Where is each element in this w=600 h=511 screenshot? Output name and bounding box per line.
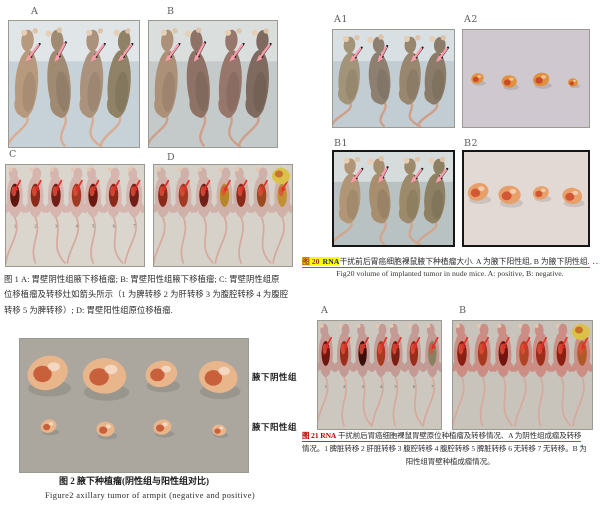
- fig21-caption-line-2: 情况。1 脾脏转移 2 肝脏转移 3 腹腔转移 4 腹腔转移 5 脾脏转移 6 …: [302, 444, 587, 454]
- fig21-caption-line-1-text: 干扰前后胃癌细胞裸鼠胃壁原位种植瘤及转移情况、A 为阴性组成瘤及转移: [336, 431, 582, 442]
- fig2-tumor-photo: [19, 338, 249, 473]
- svg-text:2: 2: [343, 384, 345, 389]
- fig21-caption-line-1: 图 21 RNA 干扰前后胃癌细胞裸鼠胃壁原位种植瘤及转移情况、A 为阴性组成瘤…: [302, 429, 598, 442]
- fig20-panel-a1-label: A1: [334, 14, 348, 25]
- fig2-row-label-positive: 腋下阳性组: [252, 422, 298, 432]
- fig1-panel-a-label: A: [31, 6, 39, 17]
- fig20-caption-number: 图 20: [302, 257, 320, 266]
- fig21-panel-b-photo: [452, 320, 593, 430]
- svg-text:3: 3: [55, 224, 58, 229]
- fig20-panel-a1-photo: [332, 29, 455, 128]
- fig1-panel-c-label: C: [9, 149, 17, 160]
- fig21-panel-b-label: B: [459, 305, 467, 316]
- fig21-caption-line-3: 阳性组胃壁种植成瘤情况。: [405, 457, 495, 467]
- fig2-caption-cn: 图 2 腋下种植瘤(阴性组与阳性组对比): [59, 476, 209, 486]
- fig20-caption-en: Fig20 volume of implanted tumor in nude …: [336, 269, 564, 278]
- svg-text:4: 4: [380, 384, 383, 389]
- svg-text:1: 1: [14, 224, 16, 229]
- fig20-panel-b2-label: B2: [464, 138, 479, 149]
- svg-text:4: 4: [76, 224, 79, 229]
- fig20-panel-a2-label: A2: [464, 14, 478, 25]
- fig1-panel-c-photo: 1 2 3 4 5 6 7: [5, 164, 145, 267]
- fig20-panel-b2-photo: [462, 150, 590, 247]
- fig2-caption-en: Figure2 axillary tumor of armpit (negati…: [44, 491, 256, 500]
- fig21-caption: 图 21 RNA 干扰前后胃癌细胞裸鼠胃壁原位种植瘤及转移情况、A 为阴性组成瘤…: [302, 429, 598, 469]
- fig1-caption-line-2: 位移植瘤及转移灶如箭头所示（1 为脾转移 2 为肝转移 3 为腹腔转移 4 为腹…: [4, 290, 289, 300]
- svg-text:1: 1: [325, 384, 327, 389]
- fig20-caption-underlined: 图 20 RNA干扰前后胃癌细胞裸鼠腋下种植瘤大小. A 为腋下阳性组, B 为腋…: [302, 257, 590, 268]
- svg-text:6: 6: [413, 384, 416, 389]
- fig1-caption: 图 1 A: 胃壁阴性组腋下移植瘤; B: 胃壁阳性组腋下移植瘤; C: 胃壁阴…: [4, 272, 298, 318]
- fig21-panel-a-label: A: [321, 305, 329, 316]
- fig1-panel-a-photo: [8, 20, 140, 148]
- fig1-panel-d-photo: [153, 164, 293, 267]
- svg-text:3: 3: [362, 384, 365, 389]
- fig1-panel-b-photo: [148, 20, 278, 148]
- svg-text:5: 5: [394, 384, 397, 389]
- svg-text:7: 7: [431, 384, 434, 389]
- fig2-row-label-negative: 腋下阴性组: [252, 372, 298, 382]
- svg-text:7: 7: [133, 224, 136, 229]
- fig1-panel-d-label: D: [167, 152, 176, 163]
- fig1-caption-line-3: 转移 5 为脾转移）; D: 胃壁阳性组原位移植瘤.: [4, 305, 173, 315]
- fig20-caption-text: 干扰前后胃癌细胞裸鼠腋下种植瘤大小. A 为腋下阳性组, B 为腋下阴性组.: [339, 257, 590, 266]
- fig20-panel-a2-photo: [462, 29, 590, 128]
- fig1-caption-line-1: 图 1 A: 胃壁阴性组腋下移植瘤; B: 胃壁阳性组腋下移植瘤; C: 胃壁阴…: [4, 275, 280, 284]
- fig20-panel-b1-photo: [332, 150, 455, 247]
- svg-text:2: 2: [34, 224, 36, 229]
- fig20-caption-highlight: 图 20 RNA: [302, 257, 340, 266]
- fig21-caption-number: 图 21 RNA: [302, 431, 337, 442]
- fig20-caption-cn: 图 20 RNA干扰前后胃癌细胞裸鼠腋下种植瘤大小. A 为腋下阳性组, B 为腋…: [302, 256, 600, 268]
- svg-text:5: 5: [92, 224, 95, 229]
- fig21-panel-a-photo: 1 2 3 4 5 6 7: [317, 320, 442, 430]
- fig20-panel-b1-label: B1: [334, 138, 349, 149]
- fig20-caption-revision-marks: ....: [592, 257, 600, 266]
- fig20-caption-rna: RNA: [322, 257, 340, 266]
- fig1-panel-b-label: B: [167, 6, 175, 17]
- svg-text:6: 6: [113, 224, 116, 229]
